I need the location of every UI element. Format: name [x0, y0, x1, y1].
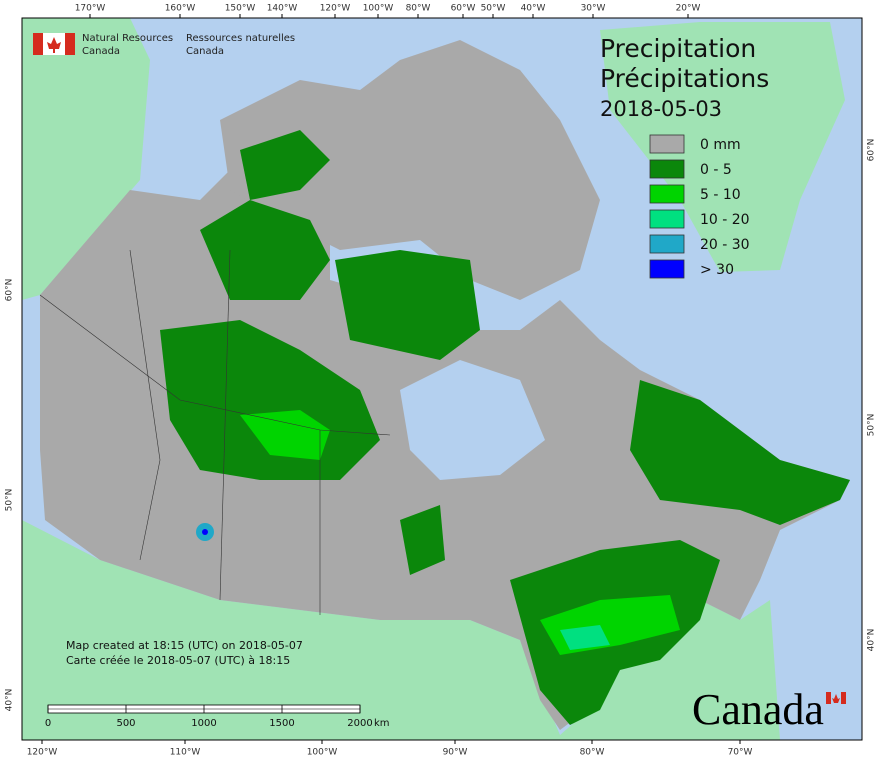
graticule-label: 50°N [867, 414, 877, 437]
org-fr: Ressources naturelles [186, 33, 295, 44]
graticule-label: 40°N [5, 689, 15, 712]
nrcan-header: Natural Resources Canada Ressources natu… [33, 33, 295, 57]
legend: 0 mm 0 - 5 5 - 10 10 - 20 20 - 30 > 30 [649, 134, 750, 279]
org-en: Canada [82, 46, 120, 57]
graticule-label: 50°N [5, 489, 15, 512]
precip-arctic-w [200, 200, 330, 300]
legend-label: 10 - 20 [700, 212, 750, 228]
graticule-label: 110°W [170, 748, 201, 758]
hudson-bay [400, 360, 545, 480]
org-fr: Canada [186, 46, 224, 57]
legend-label: 0 - 5 [700, 162, 732, 178]
graticule-label: 60°W [451, 4, 476, 14]
graticule-label: 50°W [481, 4, 506, 14]
precip-central [400, 505, 445, 575]
precip-spot-core [202, 529, 208, 535]
scale-label: 1000 [191, 718, 216, 729]
border [39, 294, 391, 436]
legend-swatch [649, 209, 685, 229]
scale-label: 0 [45, 718, 51, 729]
graticule-label: 100°W [307, 748, 338, 758]
date: 2018-05-03 [600, 97, 722, 121]
graticule-label: 60°N [867, 139, 877, 162]
graticule-label: 40°N [867, 629, 877, 652]
title: Précipitations [600, 64, 769, 93]
border [219, 249, 231, 601]
precip-arctic-n [240, 130, 330, 200]
graticule-label: 160°W [165, 4, 196, 14]
org-en: Natural Resources [82, 33, 173, 44]
precip-ontario-mid [560, 625, 610, 650]
legend-swatch [649, 259, 685, 279]
flag-bar [65, 33, 75, 55]
scale-unit: km [374, 718, 390, 729]
flag-bar [826, 692, 831, 704]
title: Precipitation [600, 34, 756, 63]
legend-label: 20 - 30 [700, 237, 750, 253]
legend-swatch [649, 159, 685, 179]
graticule-label: 100°W [363, 4, 394, 14]
scale-label: 1500 [269, 718, 294, 729]
graticule-label: 70°W [728, 748, 753, 758]
legend-label: > 30 [700, 262, 734, 278]
legend-swatch [649, 134, 685, 154]
flag-bar [841, 692, 846, 704]
graticule-label: 140°W [267, 4, 298, 14]
precip-west-light [240, 410, 330, 460]
map-area [22, 18, 862, 740]
graticule-label: 150°W [225, 4, 256, 14]
graticule: 170°W 160°W 150°W 140°W 120°W 100°W 80°W 60°W 50… [5, 4, 877, 758]
note: Carte créée le 2018-05-07 (UTC) à 18:15 [66, 654, 290, 667]
precip-arctic-e [335, 250, 480, 360]
wordmark-text: Canada [692, 685, 824, 734]
border [129, 249, 161, 561]
maple-leaf [832, 694, 840, 703]
graticule-label: 120°W [320, 4, 351, 14]
legend-swatch [649, 184, 685, 204]
graticule-label: 170°W [75, 4, 106, 14]
graticule-label: 30°W [581, 4, 606, 14]
graticule-label: 80°W [406, 4, 431, 14]
graticule-label: 120°W [27, 748, 58, 758]
graticule-label: 40°W [521, 4, 546, 14]
maple-leaf [47, 37, 61, 53]
legend-label: 5 - 10 [700, 187, 741, 203]
wordmark: Canada [692, 685, 846, 734]
note: Map created at 18:15 (UTC) on 2018-05-07 [66, 639, 303, 652]
precip-quebec [630, 380, 850, 525]
graticule-label: 80°W [580, 748, 605, 758]
map-frame [21, 17, 863, 741]
greenland [600, 22, 845, 272]
usa [22, 520, 780, 740]
legend-label: 0 mm [700, 137, 741, 153]
graticule-label: 90°W [443, 748, 468, 758]
alaska [22, 18, 150, 300]
graticule-label: 20°W [676, 4, 701, 14]
flag-bar [33, 33, 43, 55]
scale-bar: 0 500 1000 1500 2000 km [45, 704, 390, 729]
legend-swatch [649, 234, 685, 254]
scale-label: 500 [116, 718, 135, 729]
scale-label: 2000 [347, 718, 372, 729]
graticule-label: 60°N [5, 279, 15, 302]
